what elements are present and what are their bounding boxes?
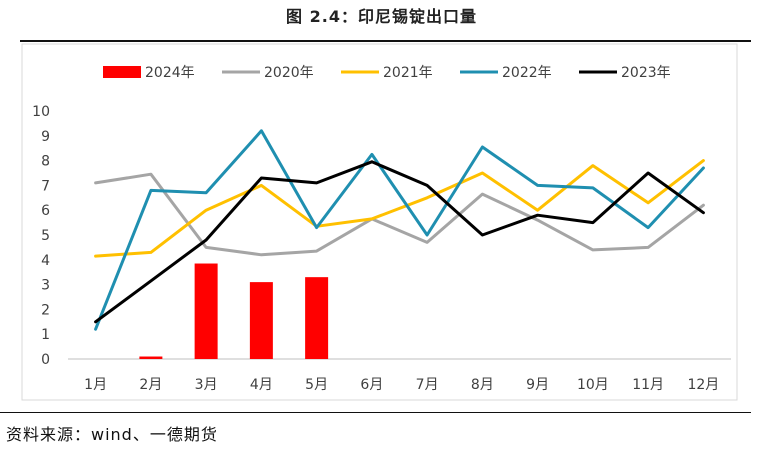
x-axis: 1月 2月 3月 4月 5月 6月 7月 8月 9月 10月 11月 12月 <box>68 358 731 393</box>
y-tick-label: 2 <box>41 302 50 318</box>
y-tick-label: 0 <box>41 352 50 368</box>
y-tick-label: 5 <box>41 228 50 244</box>
line-2021 <box>94 159 705 258</box>
legend-swatch <box>103 66 141 78</box>
y-tick-label: 9 <box>41 129 50 145</box>
figure-title: 图 2.4：印尼锡锭出口量 <box>286 7 477 26</box>
x-tick-label: 10月 <box>577 377 609 393</box>
line-2020 <box>94 172 705 257</box>
line-2022 <box>94 129 705 331</box>
bar-2024 <box>249 282 273 359</box>
source-divider <box>0 412 751 413</box>
legend-label: 2021年 <box>383 65 433 81</box>
x-tick-label: 8月 <box>471 377 494 393</box>
legend-label: 2024年 <box>145 65 195 81</box>
line-2023 <box>94 160 705 324</box>
y-tick-label: 4 <box>41 253 50 269</box>
x-tick-label: 4月 <box>250 377 273 393</box>
x-tick-label: 3月 <box>195 377 218 393</box>
y-tick-label: 6 <box>41 203 50 219</box>
x-tick-label: 12月 <box>687 377 719 393</box>
legend-label: 2020年 <box>264 65 314 81</box>
x-tick-label: 11月 <box>632 377 664 393</box>
x-tick-label: 7月 <box>416 377 439 393</box>
bar-2024 <box>139 356 163 359</box>
source-note: 资料来源：wind、一德期货 <box>6 425 218 444</box>
x-tick-label: 9月 <box>526 377 549 393</box>
y-tick-label: 1 <box>41 327 50 343</box>
line-series-group <box>94 129 705 331</box>
y-tick-label: 3 <box>41 278 50 294</box>
title-divider <box>20 40 751 42</box>
chart-legend: 2024年 2020年 2021年 2022年 2023年 <box>103 65 671 81</box>
legend-label: 2023年 <box>621 65 671 81</box>
x-tick-label: 2月 <box>139 377 162 393</box>
x-tick-label: 5月 <box>305 377 328 393</box>
x-tick-label: 1月 <box>84 377 107 393</box>
y-tick-label: 10 <box>32 104 50 120</box>
y-axis: 0 1 2 3 4 5 6 7 8 9 10 <box>32 104 50 368</box>
bar-2024 <box>194 263 218 359</box>
y-tick-label: 7 <box>41 178 50 194</box>
bar-2024 <box>305 277 329 359</box>
bar-series-2024 <box>139 263 329 359</box>
x-tick-label: 6月 <box>360 377 383 393</box>
y-tick-label: 8 <box>41 154 50 170</box>
legend-label: 2022年 <box>502 65 552 81</box>
